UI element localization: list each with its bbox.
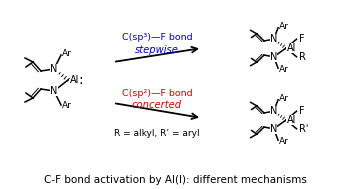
Text: Ar: Ar [279, 94, 289, 103]
Text: N: N [270, 34, 277, 44]
Text: R = alkyl, R’ = aryl: R = alkyl, R’ = aryl [114, 129, 200, 138]
Text: Ar: Ar [279, 22, 289, 31]
Text: N: N [270, 52, 277, 62]
Text: C(sp²)—F bond: C(sp²)—F bond [122, 88, 192, 98]
Text: Al: Al [70, 75, 79, 85]
Text: Ar: Ar [279, 137, 289, 146]
Text: N: N [270, 124, 277, 134]
Text: Al: Al [287, 43, 296, 53]
Text: N: N [50, 64, 58, 74]
Text: N: N [50, 86, 58, 96]
Text: C(sp³)—F bond: C(sp³)—F bond [122, 33, 192, 43]
Text: Ar: Ar [62, 101, 72, 111]
Text: :: : [78, 73, 83, 87]
Text: Ar: Ar [279, 65, 289, 74]
Text: F: F [299, 106, 304, 116]
Text: stepwise: stepwise [135, 45, 179, 55]
Text: Al: Al [287, 115, 296, 125]
Text: Ar: Ar [62, 50, 72, 59]
Text: F: F [299, 34, 304, 44]
Text: N: N [270, 106, 277, 116]
Text: R': R' [299, 124, 308, 134]
Text: R: R [299, 52, 306, 62]
Text: concerted: concerted [132, 100, 182, 110]
Text: C-F bond activation by Al(I): different mechanisms: C-F bond activation by Al(I): different … [43, 175, 307, 185]
